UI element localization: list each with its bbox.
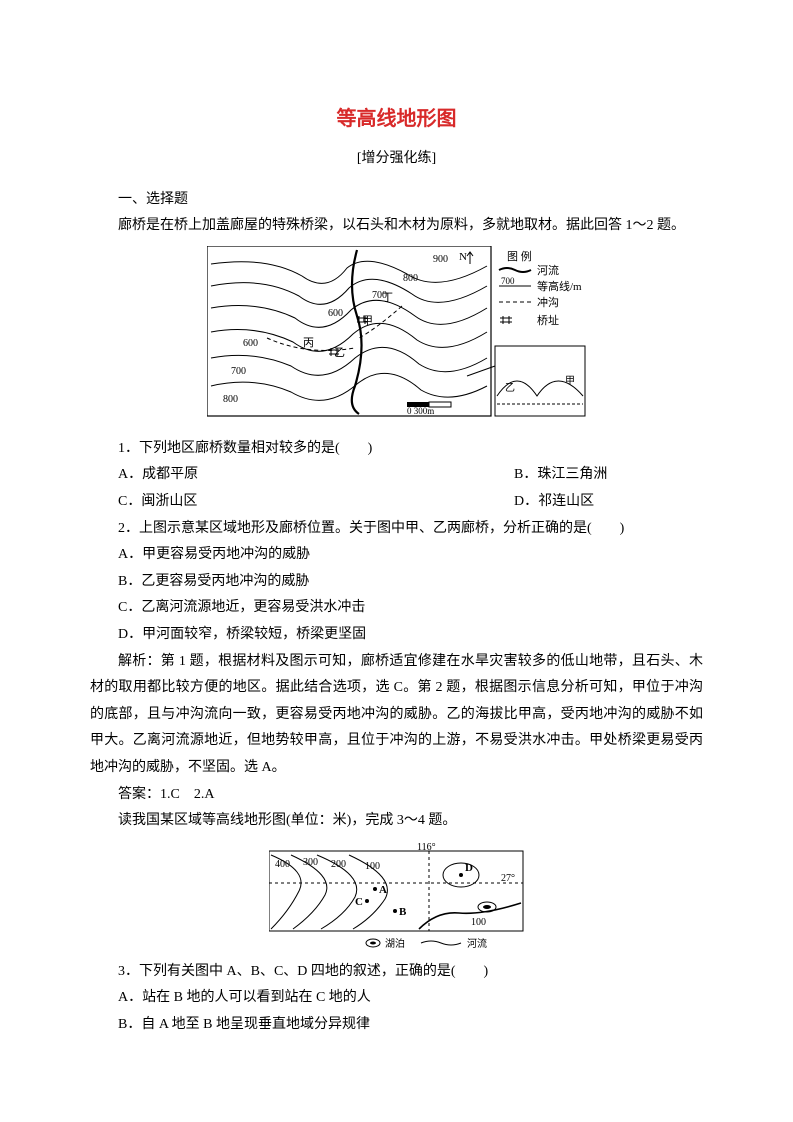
- legend-gully: 冲沟: [537, 295, 559, 309]
- contour-100: 100: [365, 861, 380, 872]
- legend-river2: 河流: [467, 937, 487, 950]
- legend-contour-sample: 700: [501, 276, 515, 286]
- intro-paragraph-1: 廊桥是在桥上加盖廊屋的特殊桥梁，以石头和木材为原料，多就地取材。据此回答 1～2…: [90, 213, 703, 240]
- contour-label: 800: [223, 394, 238, 405]
- contour-300: 300: [303, 857, 318, 868]
- q1-stem: 1．下列地区廊桥数量相对较多的是( ): [90, 436, 703, 463]
- marker-yi: 乙: [334, 346, 345, 359]
- q3-option-a: A．站在 B 地的人可以看到站在 C 地的人: [90, 985, 703, 1012]
- marker-D: D: [465, 862, 473, 874]
- marker-A: A: [379, 884, 387, 896]
- north-label: N: [459, 251, 467, 263]
- marker-jia: 甲: [362, 315, 373, 327]
- map-1: 甲 乙 丙 丁 800 700 600 600 700 800 900: [207, 246, 587, 430]
- contour-label: 600: [243, 338, 258, 349]
- marker-bing: 丙: [303, 337, 314, 349]
- contour-label: 700: [231, 366, 246, 377]
- marker-B: B: [399, 906, 407, 918]
- contour-100b: 100: [471, 917, 486, 928]
- map-1-container: 甲 乙 丙 丁 800 700 600 600 700 800 900: [150, 246, 643, 430]
- legend-lake: 湖泊: [385, 938, 405, 950]
- analysis-1: 解析：第 1 题，根据材料及图示可知，廊桥适宜修建在水旱灾害较多的低山地带，且石…: [90, 649, 703, 782]
- page-subtitle: [增分强化练]: [90, 146, 703, 173]
- q2-option-a: A．甲更容易受丙地冲沟的威胁: [90, 542, 703, 569]
- inset-jia: 甲: [565, 376, 575, 387]
- contour-label: 600: [328, 308, 343, 319]
- q2-option-b: B．乙更容易受丙地冲沟的威胁: [90, 569, 703, 596]
- legend-title: 图 例: [507, 249, 532, 263]
- contour-label: 900: [433, 254, 448, 265]
- q1-option-a: A．成都平原: [118, 467, 198, 482]
- q2-option-c: C．乙离河流源地近，更容易受洪水冲击: [90, 595, 703, 622]
- inset-yi: 乙: [505, 382, 515, 394]
- contour-label: 700: [372, 290, 387, 301]
- contour-label: 800: [403, 273, 418, 284]
- q3-option-b: B．自 A 地至 B 地呈现垂直地域分异规律: [90, 1012, 703, 1039]
- map-2-container: 116° 27° 400 300: [150, 841, 643, 953]
- lon-label: 116°: [417, 842, 436, 853]
- q2-option-d: D．甲河面较窄，桥梁较短，桥梁更坚固: [90, 622, 703, 649]
- lat-label: 27°: [501, 873, 515, 884]
- legend-bridge: 桥址: [537, 313, 559, 327]
- contour-400: 400: [275, 859, 290, 870]
- legend-river: 河流: [537, 263, 559, 277]
- contour-map-2: 116° 27° 400 300: [269, 841, 525, 953]
- section-heading: 一、选择题: [90, 187, 703, 214]
- q1-option-b: B．珠江三角洲: [486, 462, 607, 489]
- map-2: 116° 27° 400 300: [269, 841, 525, 953]
- q1-option-c: C．闽浙山区: [118, 494, 197, 509]
- marker-C: C: [355, 896, 363, 908]
- legend-contour: 等高线/m: [537, 279, 582, 293]
- contour-map-1: 甲 乙 丙 丁 800 700 600 600 700 800 900: [207, 246, 587, 430]
- q1-option-d: D．祁连山区: [486, 489, 594, 516]
- answer-1: 答案：1.C 2.A: [90, 782, 703, 809]
- scale-label: 0 300m: [407, 406, 434, 416]
- intro-paragraph-2: 读我国某区域等高线地形图(单位：米)，完成 3～4 题。: [90, 808, 703, 835]
- q2-stem: 2．上图示意某区域地形及廊桥位置。关于图中甲、乙两廊桥，分析正确的是( ): [90, 516, 703, 543]
- page-title: 等高线地形图: [90, 100, 703, 138]
- q3-stem: 3．下列有关图中 A、B、C、D 四地的叙述，正确的是( ): [90, 959, 703, 986]
- contour-200: 200: [331, 859, 346, 870]
